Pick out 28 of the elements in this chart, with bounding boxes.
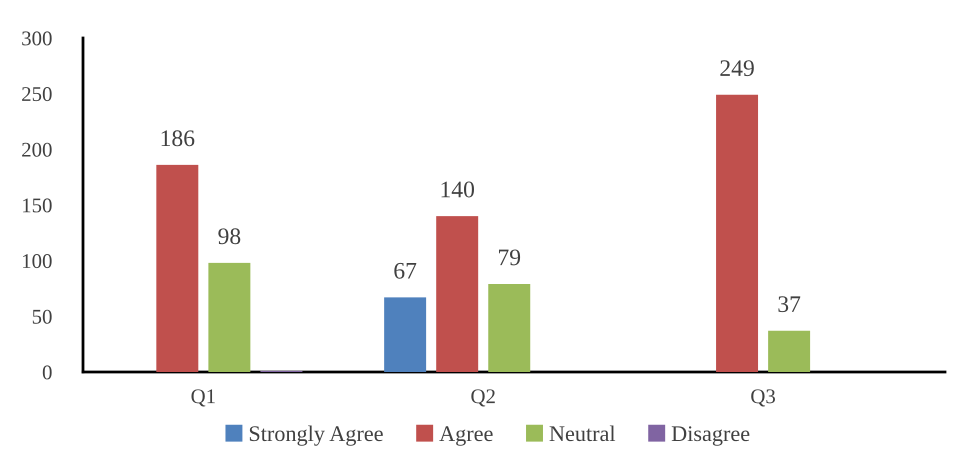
bar xyxy=(488,284,530,372)
bar xyxy=(716,94,758,372)
legend-label: Neutral xyxy=(550,426,616,442)
data-label: 37 xyxy=(778,296,800,312)
bar xyxy=(156,164,198,372)
y-tick-label: 150 xyxy=(23,198,52,212)
bar xyxy=(768,330,810,372)
y-tick-label: 300 xyxy=(22,31,52,46)
y-tick-label: 200 xyxy=(22,142,52,157)
data-label: 140 xyxy=(442,182,474,198)
data-label: 186 xyxy=(162,130,194,146)
bar xyxy=(384,297,426,372)
y-tick-label: 100 xyxy=(23,254,52,268)
data-label: 79 xyxy=(498,249,520,266)
x-tick-label: Q2 xyxy=(471,389,495,406)
legend-label: Agree xyxy=(439,426,493,446)
bar xyxy=(436,216,478,372)
x-tick-label: Q3 xyxy=(751,389,775,406)
legend-label: Strongly Agree xyxy=(250,426,383,446)
x-tick-label: Q1 xyxy=(191,389,215,406)
legend-label: Disagree xyxy=(672,426,750,446)
y-tick-label: 0 xyxy=(42,365,52,380)
y-tick-label: 50 xyxy=(32,310,52,324)
data-label: 98 xyxy=(218,228,240,244)
y-tick-label: 250 xyxy=(22,87,52,102)
bar xyxy=(208,262,250,372)
data-label: 67 xyxy=(394,262,416,279)
data-label: 249 xyxy=(720,60,754,76)
